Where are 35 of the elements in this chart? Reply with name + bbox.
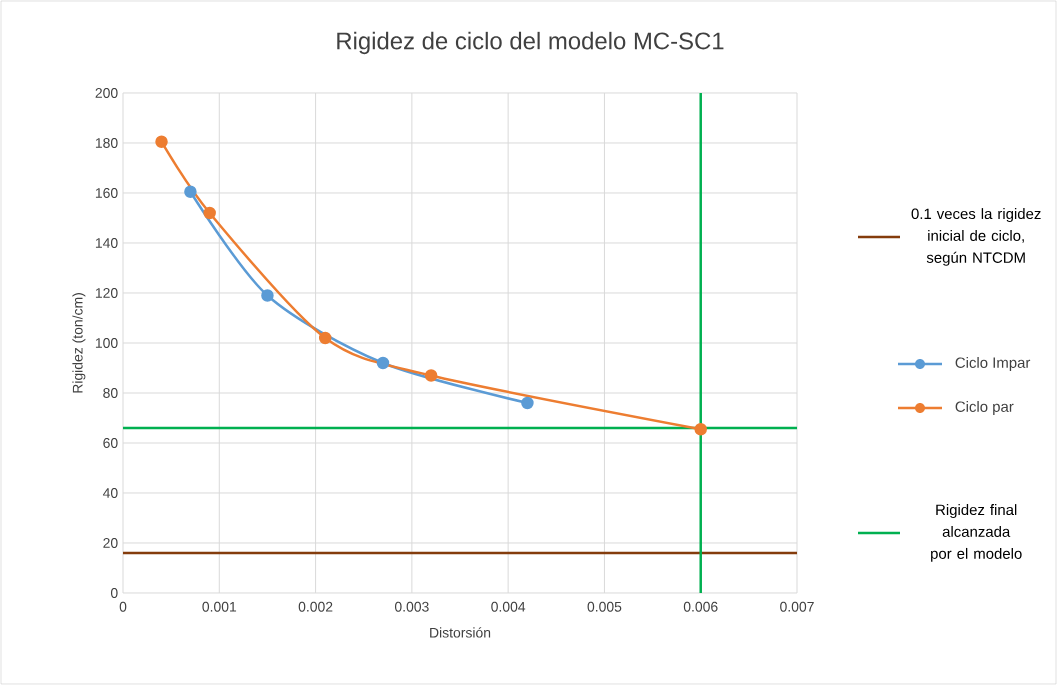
x-tick-label: 0 xyxy=(119,601,127,612)
y-tick-label: 100 xyxy=(95,338,118,348)
x-tick-label: 0.004 xyxy=(491,601,526,612)
point xyxy=(261,289,274,302)
chart-title: Rigidez de ciclo del modelo MC-SC1 xyxy=(337,31,724,55)
y-tick-label: 200 xyxy=(95,88,118,98)
point xyxy=(521,396,534,410)
y-tick-label: 0 xyxy=(110,588,118,598)
x-tick-label: 0.005 xyxy=(587,601,622,612)
x-tick-label: 0.003 xyxy=(394,601,429,612)
y-axis-title: Rigidez (ton/cm) xyxy=(72,293,86,393)
y-tick-label: 80 xyxy=(103,388,118,398)
x-tick-label: 0.002 xyxy=(298,601,333,612)
y-tick-label: 160 xyxy=(95,188,118,198)
point xyxy=(376,356,390,370)
point xyxy=(694,422,707,436)
y-tick-label: 180 xyxy=(95,138,118,148)
y-tick-label: 60 xyxy=(103,438,118,448)
y-tick-label: 20 xyxy=(103,538,118,548)
point xyxy=(318,331,332,345)
point xyxy=(155,135,168,148)
legend-label: Ciclo par xyxy=(955,401,1014,415)
y-tick-label: 120 xyxy=(95,288,118,298)
point xyxy=(424,369,438,382)
y-tick-label: 140 xyxy=(95,238,118,248)
x-axis-title: Distorsión xyxy=(430,627,491,638)
point xyxy=(184,185,197,198)
y-tick-label: 40 xyxy=(102,488,118,498)
point xyxy=(203,206,216,220)
x-tick-label: 0.001 xyxy=(202,601,237,612)
legend-label: Rigidez final alcanzada por el modelo xyxy=(931,504,1022,562)
x-tick-label: 0.007 xyxy=(780,601,814,612)
legend-label: 0.1 veces la rigidez inicial de ciclo, según NTCDM xyxy=(911,208,1041,266)
x-tick-label: 0.006 xyxy=(683,601,718,612)
legend-label: Ciclo Impar xyxy=(955,357,1031,371)
